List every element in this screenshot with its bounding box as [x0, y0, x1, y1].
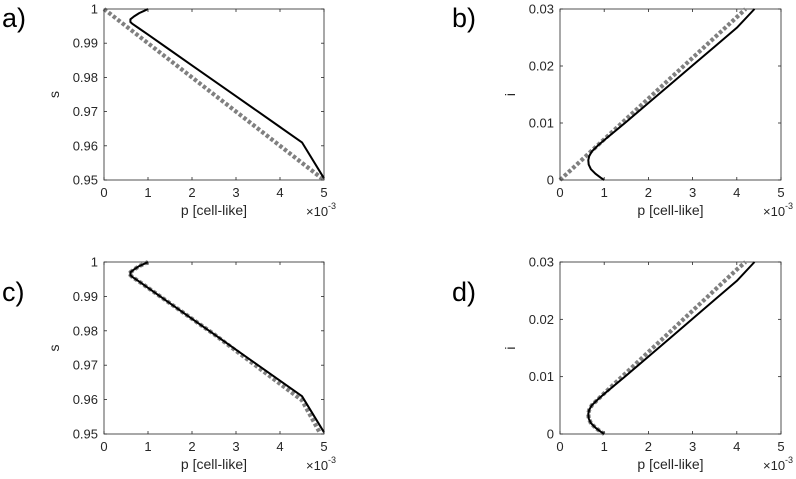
series-line-dotted: [558, 7, 748, 182]
x-exponent-power: -3: [328, 455, 336, 465]
x-tick-label: 2: [645, 185, 652, 200]
y-tick-label: 0.98: [73, 323, 98, 338]
y-tick-label: 0.01: [529, 369, 554, 384]
series-line-dotted: [128, 260, 322, 434]
x-tick-label: 0: [100, 185, 107, 200]
y-tick-label: 0: [547, 173, 554, 188]
x-tick-label: 4: [276, 185, 283, 200]
y-tick-label: 0.96: [73, 138, 98, 153]
x-axis-label: p [cell-like]: [637, 202, 703, 218]
y-tick-label: 0.97: [73, 104, 98, 119]
x-exponent-power: -3: [328, 201, 336, 211]
y-tick-label: 0.96: [73, 392, 98, 407]
x-tick-label: 5: [320, 185, 327, 200]
y-tick-label: 1: [91, 2, 98, 17]
plot-frame: [103, 8, 325, 181]
x-tick-label: 5: [777, 185, 784, 200]
x-tick-label: 3: [689, 185, 696, 200]
x-exponent-base: ×10: [763, 458, 785, 473]
x-axis-label: p [cell-like]: [181, 202, 247, 218]
y-tick-label: 0.02: [529, 59, 554, 74]
y-tick-label: 0.98: [73, 70, 98, 85]
x-axis-label: p [cell-like]: [637, 456, 703, 472]
y-tick-label: 0.01: [529, 116, 554, 131]
x-tick-label: 1: [601, 185, 608, 200]
x-exponent-base: ×10: [763, 204, 785, 219]
x-tick-label: 0: [556, 439, 563, 454]
x-exponent-power: -3: [785, 455, 793, 465]
x-exponent-power: -3: [785, 201, 793, 211]
y-axis-label: s: [46, 345, 62, 352]
y-tick-label: 0.99: [73, 36, 98, 51]
x-tick-label: 4: [733, 185, 740, 200]
y-axis-label: i: [502, 346, 518, 349]
chart-panel-3: c) 0 1 2 3 4 5 0.95 0.96 0.97 0.98 0.99 1 p [cell-lik…: [2, 255, 336, 474]
panel-label: a): [2, 3, 26, 33]
x-tick-label: 2: [188, 185, 195, 200]
panel-label: d): [452, 277, 476, 307]
plot-frame: [103, 261, 325, 435]
y-tick-label: 0.99: [73, 289, 98, 304]
x-exponent-base: ×10: [306, 458, 328, 473]
series-line-dotted: [102, 7, 326, 182]
x-tick-label: 1: [601, 439, 608, 454]
y-tick-label: 0.02: [529, 312, 554, 327]
x-tick-label: 5: [320, 439, 327, 454]
x-tick-label: 2: [645, 439, 652, 454]
x-tick-label: 2: [188, 439, 195, 454]
chart-panel-1: a) 0 1 2 3 4 5 0.95 0.96 0.97 0.98 0.99 1 p [cell-lik…: [2, 2, 336, 220]
panel-label: c): [2, 277, 25, 307]
y-axis-label: i: [502, 93, 518, 96]
series-line-solid: [587, 261, 756, 435]
x-tick-label: 4: [276, 439, 283, 454]
x-exponent-base: ×10: [306, 204, 328, 219]
series-line-solid: [129, 8, 325, 179]
plot-frame: [559, 8, 782, 181]
x-tick-label: 5: [777, 439, 784, 454]
x-tick-label: 0: [556, 185, 563, 200]
y-tick-label: 0: [547, 427, 554, 442]
series-line-solid: [129, 261, 325, 433]
x-axis-label: p [cell-like]: [181, 456, 247, 472]
y-tick-label: 1: [91, 255, 98, 270]
y-tick-label: 0.95: [73, 427, 98, 442]
plot-frame: [559, 261, 782, 435]
x-tick-label: 3: [232, 439, 239, 454]
y-tick-label: 0.03: [529, 255, 554, 270]
x-tick-label: 0: [100, 439, 107, 454]
x-tick-label: 3: [689, 439, 696, 454]
x-tick-label: 1: [144, 185, 151, 200]
x-tick-label: 4: [733, 439, 740, 454]
x-tick-label: 1: [144, 439, 151, 454]
y-tick-label: 0.95: [73, 173, 98, 188]
y-axis-label: s: [46, 91, 62, 98]
series-line-solid: [587, 8, 756, 181]
y-tick-label: 0.03: [529, 2, 554, 17]
chart-panel-2: b) 0 1 2 3 4 5 0 0.01 0.02 0.03 p [cell-like] i ×10 -3: [452, 2, 793, 220]
x-tick-label: 3: [232, 185, 239, 200]
panel-label: b): [452, 3, 476, 33]
chart-panel-4: d) 0 1 2 3 4 5 0 0.01 0.02 0.03 p [cell-like] i ×10 -3: [452, 255, 793, 474]
series-line-dotted: [586, 260, 747, 436]
y-tick-label: 0.97: [73, 358, 98, 373]
